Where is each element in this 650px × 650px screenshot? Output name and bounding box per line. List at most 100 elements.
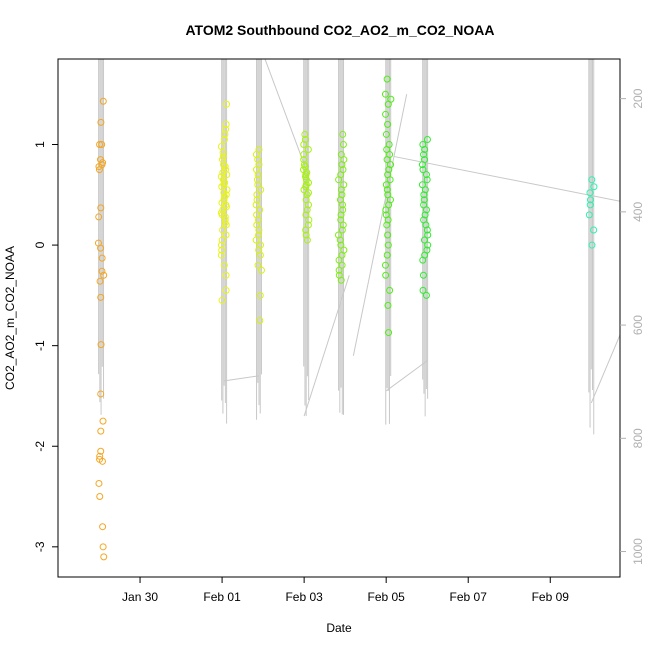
data-point: [254, 216, 262, 224]
data-point: [255, 246, 263, 254]
data-point: [252, 201, 260, 209]
data-point: [626, 152, 632, 158]
data-point: [222, 286, 230, 294]
data-point: [257, 186, 265, 194]
data-point: [304, 189, 312, 197]
data-point: [383, 75, 391, 83]
data-point: [301, 130, 309, 138]
data-point: [335, 176, 343, 184]
data-point: [626, 167, 632, 173]
data-point: [300, 140, 308, 148]
data-point: [256, 206, 264, 214]
data-point: [222, 125, 230, 133]
data-point: [418, 181, 426, 189]
data-point: [338, 261, 346, 269]
data-point: [221, 163, 229, 171]
data-point: [626, 131, 632, 137]
data-point: [98, 267, 106, 275]
data-point: [586, 196, 594, 204]
data-point: [301, 173, 309, 181]
data-point: [223, 100, 231, 108]
transit-line: [224, 375, 260, 382]
data-point: [222, 221, 230, 229]
data-point: [96, 140, 104, 148]
data-point: [623, 177, 629, 183]
data-point: [384, 241, 392, 249]
data-point: [586, 189, 594, 197]
data-point: [627, 237, 633, 243]
data-point: [300, 156, 308, 164]
y-axis: 1 0 -1 -2 -3: [33, 141, 58, 552]
x-axis-label: Date: [326, 621, 352, 635]
data-point: [424, 241, 432, 249]
data-point: [255, 226, 263, 234]
data-point: [302, 226, 310, 234]
data-point: [422, 171, 430, 179]
data-point: [384, 301, 392, 309]
data-point: [218, 246, 226, 254]
data-point: [339, 221, 347, 229]
data-point: [386, 286, 394, 294]
data-point: [419, 286, 427, 294]
data-point: [252, 151, 260, 159]
data-point: [302, 231, 310, 239]
data-point: [95, 166, 103, 174]
data-point: [418, 161, 426, 169]
data-point: [623, 217, 629, 223]
data-point: [422, 206, 430, 214]
data-point: [624, 277, 630, 283]
data-point: [590, 183, 598, 191]
data-point: [627, 192, 633, 198]
data-point: [625, 182, 631, 188]
data-point: [303, 206, 311, 214]
data-point: [383, 146, 391, 154]
data-point: [382, 271, 390, 279]
plot-frame: [57, 58, 621, 578]
data-point: [217, 241, 225, 249]
data-point: [97, 244, 105, 252]
data-point: [421, 186, 429, 194]
data-point: [384, 100, 392, 108]
data-point: [421, 146, 429, 154]
x-tick-label: Feb 03: [285, 590, 323, 604]
right-tick-label: 600: [631, 315, 645, 335]
data-point: [303, 236, 311, 244]
data-point: [256, 317, 264, 325]
data-point: [627, 252, 633, 258]
data-point: [221, 216, 229, 224]
data-point: [96, 277, 104, 285]
data-point: [386, 176, 394, 184]
data-point: [254, 171, 262, 179]
transit-line: [385, 360, 428, 392]
right-tick-label: 200: [631, 88, 645, 108]
data-point: [95, 213, 103, 221]
data-point: [252, 236, 260, 244]
y-tick-label: 1: [33, 141, 47, 148]
data-point: [220, 261, 228, 269]
data-point: [254, 261, 262, 269]
x-tick-label: Jan 30: [122, 590, 158, 604]
data-point: [338, 191, 346, 199]
data-point: [99, 97, 107, 105]
data-point: [335, 266, 343, 274]
data-point: [423, 176, 431, 184]
data-point: [339, 130, 347, 138]
data-point: [383, 251, 391, 259]
data-point: [419, 166, 427, 174]
data-point: [219, 169, 227, 177]
data-point: [625, 247, 631, 253]
data-point: [98, 140, 106, 148]
data-point: [97, 341, 105, 349]
right-axis: 200 400 600 800 1000: [620, 88, 645, 565]
x-tick-label: Feb 09: [532, 590, 570, 604]
data-point: [304, 146, 312, 154]
data-point: [95, 479, 103, 487]
data-point: [221, 193, 229, 201]
data-point: [337, 241, 345, 249]
data-point: [253, 166, 261, 174]
data-point: [382, 181, 390, 189]
x-axis: Jan 30 Feb 01 Feb 03 Feb 05 Feb 07 Feb 09: [122, 577, 569, 604]
data-point: [420, 151, 428, 159]
data-point: [337, 186, 345, 194]
